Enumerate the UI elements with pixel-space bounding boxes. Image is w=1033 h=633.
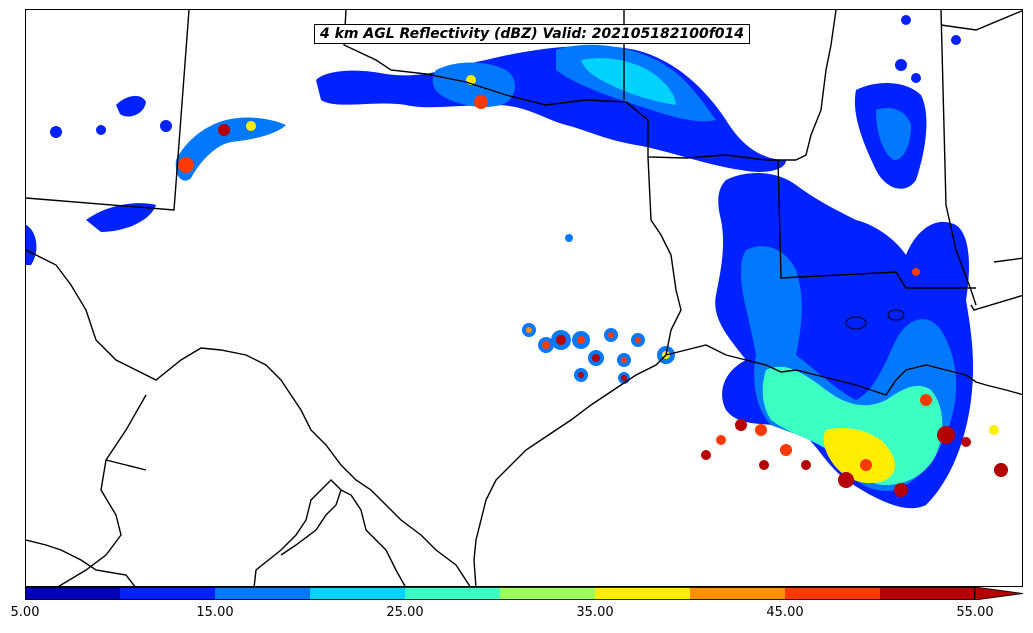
colorbar-segment [880,587,976,600]
colorbar-segment [310,587,406,600]
colorbar-segment [25,587,121,600]
nm-tx-boundary [26,10,190,211]
colorbar-segment [405,587,501,600]
echo-east-complex-core [823,428,896,484]
lakes [845,309,905,330]
state-boundaries [26,10,1022,586]
echo-panhandle-line [175,117,286,181]
gulf-east-coast [985,384,1022,396]
mex-state-line-4 [26,539,136,586]
colorbar-segment [595,587,691,600]
echo-central-cells [522,234,675,384]
colorbar-tick-label: 55.00 [956,605,994,620]
tx-la-boundary [647,156,682,356]
echo-ne-cluster-inner [876,108,911,160]
colorbar-extend-arrow [974,587,1023,600]
ar-la-boundary [777,159,976,289]
colorbar-tick-label: 5.00 [10,605,40,620]
echo-west-edge [26,225,37,265]
colorbar [25,587,1023,600]
colorbar-tick-label: 35.00 [576,605,614,620]
colorbar-segment [500,587,596,600]
map-title: 4 km AGL Reflectivity (dBZ) Valid: 20210… [314,24,751,44]
echo-band-north-inner [581,58,676,105]
texas-coastline [473,354,667,586]
echo-east-complex-inner [762,366,943,485]
colorbar-tick-label: 15.00 [196,605,234,620]
echo-east-hot-cores [701,268,1008,497]
colorbar-segment [690,587,786,600]
echo-band-north [316,45,786,172]
colorbar-tick-label: 45.00 [766,605,804,620]
echo-nm-north [116,95,146,117]
ar-ms-boundary [795,10,837,161]
reflectivity-map [26,10,1022,586]
ms-al-boundary [940,10,977,306]
reflectivity-echoes [26,15,1008,509]
map-panel: 4 km AGL Reflectivity (dBZ) Valid: 20210… [25,9,1023,587]
right-edge-boundary [993,257,1022,263]
echo-nm-south [86,203,156,232]
louisiana-coastline [665,344,987,396]
mex-state-line-3 [253,479,342,586]
mex-state-line-5 [340,489,406,586]
al-ga-boundary [970,294,1022,311]
rio-grande [26,249,471,586]
colorbar-tick-label: 25.00 [386,605,424,620]
colorbar-segment [215,587,311,600]
colorbar-segment [120,587,216,600]
top-right-boundary [940,10,1022,31]
ok-tx-boundary [343,10,796,161]
colorbar-segment [785,587,881,600]
mex-state-line-2 [105,459,147,471]
mex-state-line-1 [57,394,147,586]
